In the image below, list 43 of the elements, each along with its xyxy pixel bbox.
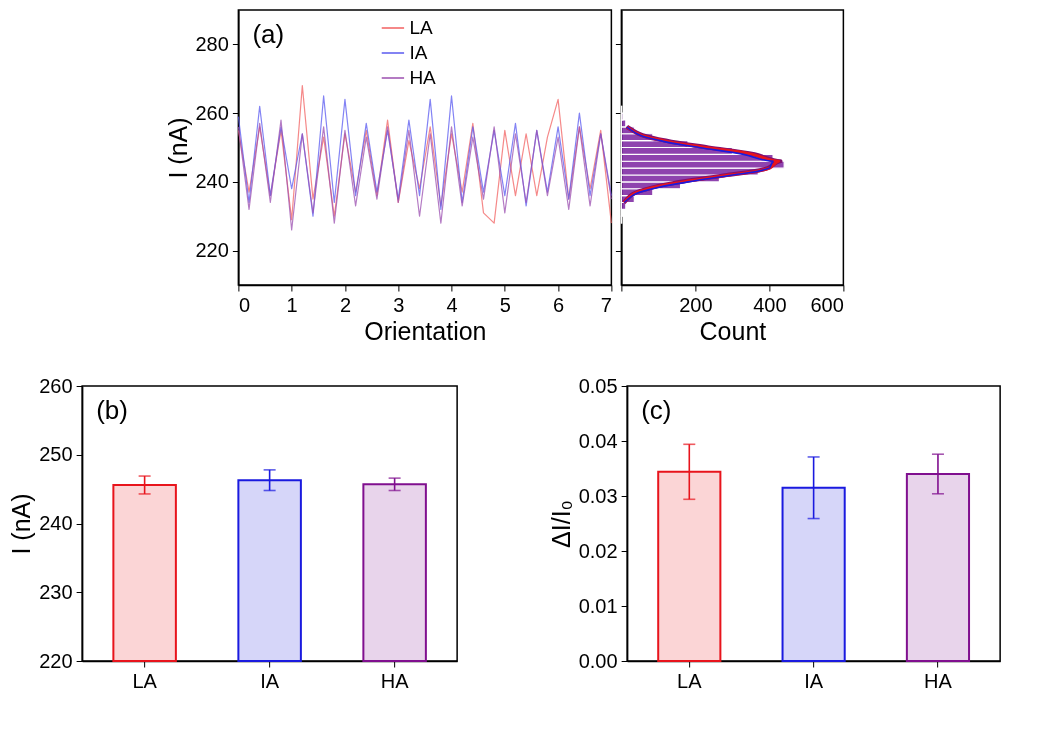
y-tick-label: 220 [39,649,73,672]
annotation: (b) [96,395,128,425]
y-tick-label: 0.01 [578,594,618,617]
y-tick-label: 240 [195,170,229,193]
x-tick-label: IA [260,669,280,692]
x-tick-label: LA [677,669,703,692]
x-tick-label: IA [804,669,824,692]
x-tick-label: 200 [679,293,713,316]
x-tick-label: 2 [339,293,352,316]
x-tick-label: 400 [753,293,787,316]
legend-label: IA [409,42,428,63]
y-tick-label: 280 [195,32,229,55]
annotation: (c) [641,395,672,425]
y-tick-label: 220 [195,239,229,262]
y-tick-label: 0.03 [578,484,618,507]
y-tick-label: 0.00 [578,649,618,672]
x-tick-label: 600 [810,293,844,316]
legend-label: HA [409,67,437,88]
y-tick-label: 240 [39,512,73,534]
y-axis-title: I (nA) [163,117,192,179]
x-axis-title: Count [699,316,767,345]
y-tick-label: 250 [39,443,73,466]
y-tick-label: 230 [39,580,73,603]
y-tick-label: 0.04 [578,429,618,452]
x-tick-label: 3 [393,293,405,316]
y-tick-label: 260 [195,101,229,124]
y-tick-label: 0.02 [578,539,618,562]
legend-label: LA [409,17,433,38]
x-tick-label: LA [132,669,158,692]
annotation: (a) [252,19,285,49]
x-tick-label: 0 [238,293,250,316]
x-axis-title: Orientation [364,316,487,345]
y-tick-label: 260 [39,374,73,397]
x-tick-label: HA [380,669,410,692]
x-tick-label: 5 [499,293,511,316]
x-tick-label: 6 [553,293,565,316]
x-tick-label: HA [924,669,953,692]
x-tick-label: 1 [286,293,298,316]
y-tick-label: 0.05 [578,374,618,397]
x-tick-label: 4 [446,293,458,316]
x-tick-label: 7 [600,293,612,316]
y-axis-title: I (nA) [7,493,36,555]
y-axis-title: ΔI/I₀ [546,500,575,548]
